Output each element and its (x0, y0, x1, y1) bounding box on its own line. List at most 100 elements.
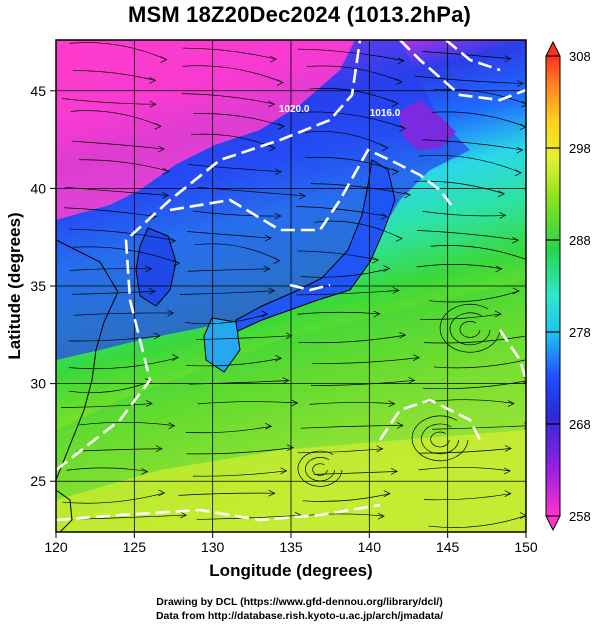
streamline (77, 514, 187, 520)
streamline-arrow (390, 468, 398, 475)
streamline (432, 425, 526, 430)
streamline (181, 93, 275, 105)
colorbar-tick-label: 288 (569, 233, 591, 248)
streamline-arrow (413, 354, 420, 361)
streamline-arrow (162, 167, 170, 175)
streamline (187, 268, 270, 272)
streamline-arrow (403, 191, 411, 199)
streamline (69, 42, 167, 60)
streamline (428, 515, 526, 528)
isobar-contours (56, 40, 526, 522)
streamline (197, 401, 298, 405)
streamline (433, 88, 526, 105)
x-tick-label: 145 (436, 539, 460, 555)
streamline-arrow (504, 490, 512, 497)
streamline (311, 357, 420, 364)
streamline (192, 210, 281, 217)
streamline (419, 448, 512, 454)
streamline-arrow (512, 236, 520, 244)
streamline-arrow (395, 235, 403, 242)
streamline (431, 111, 526, 128)
streamline-arrow (376, 445, 384, 453)
streamline-arrow (180, 511, 187, 519)
streamline (194, 243, 280, 262)
streamline (70, 110, 161, 127)
streamline-arrow (498, 190, 505, 198)
y-tick-label: 35 (30, 278, 46, 294)
streamline (300, 425, 403, 429)
streamline-arrow (504, 55, 512, 62)
streamline (304, 156, 399, 173)
streamline-arrow (504, 467, 511, 475)
streamline-arrow (287, 444, 294, 451)
colorbar-tick-label: 298 (569, 141, 591, 156)
vortex-streamline (449, 312, 491, 346)
colorbar-scale (545, 55, 561, 517)
streamline (296, 290, 399, 296)
x-tick-label: 125 (123, 539, 147, 555)
y-tick-label: 45 (30, 83, 46, 99)
vortex-streamline (421, 423, 460, 455)
streamline-arrow (277, 123, 285, 130)
streamline (185, 425, 272, 434)
streamline (185, 313, 268, 325)
streamline-arrow (494, 310, 502, 318)
streamline (414, 75, 524, 84)
x-axis-title: Longitude (degrees) (209, 561, 372, 580)
streamline-arrow (274, 168, 282, 175)
streamline (418, 466, 511, 472)
streamline-arrow (517, 80, 524, 87)
streamline (420, 313, 502, 320)
vortex-streamline (312, 463, 328, 476)
streamline-arrow (395, 78, 403, 86)
colorbar-tick-label: 268 (569, 417, 591, 432)
streamline (72, 291, 156, 295)
streamline (187, 164, 282, 173)
streamline-arrow (372, 256, 380, 264)
colorbar-tick-label: 308 (569, 49, 591, 64)
streamline (304, 131, 388, 149)
x-tick-label: 150 (514, 539, 538, 555)
streamline-arrow (285, 332, 293, 340)
streamline (309, 402, 395, 405)
y-axis: 25 30 35 40 45 (30, 83, 56, 489)
streamline-arrow (396, 422, 404, 429)
streamline (433, 359, 526, 369)
streamline (297, 250, 379, 261)
streamline-arrow (268, 144, 276, 152)
streamline (422, 380, 526, 390)
streamline (69, 357, 179, 370)
streamline-arrow (149, 100, 157, 108)
streamline-arrow (264, 234, 272, 242)
x-tick-label: 120 (44, 539, 68, 555)
streamline-arrow (153, 332, 161, 340)
streamline-arrow (263, 265, 271, 273)
streamline (296, 206, 388, 217)
streamline-arrow (516, 146, 524, 154)
streamline (180, 290, 275, 295)
streamline-arrow (408, 377, 416, 384)
streamline (300, 268, 390, 278)
streamline (423, 493, 511, 501)
streamline (76, 448, 162, 452)
streamline-arrow (168, 422, 176, 430)
streamline-arrow (268, 100, 276, 108)
streamline-arrow (141, 468, 149, 475)
streamline (69, 228, 176, 242)
y-axis-title: Latitude (degrees) (5, 212, 24, 359)
streamline (187, 231, 272, 239)
streamline-arrow (381, 144, 389, 152)
streamline-arrow (519, 512, 526, 519)
streamline (310, 183, 411, 196)
streamline-arrow (383, 265, 391, 272)
streamline (182, 65, 283, 83)
credit-drawing: Drawing by DCL (https://www.gfd-dennou.o… (156, 596, 443, 608)
streamline-arrow (388, 400, 396, 408)
streamline (186, 447, 294, 455)
streamline-arrow (149, 77, 157, 84)
streamline (428, 290, 520, 303)
contour-label: 1016.0 (370, 108, 401, 119)
streamline (178, 492, 275, 496)
streamline (182, 47, 277, 60)
